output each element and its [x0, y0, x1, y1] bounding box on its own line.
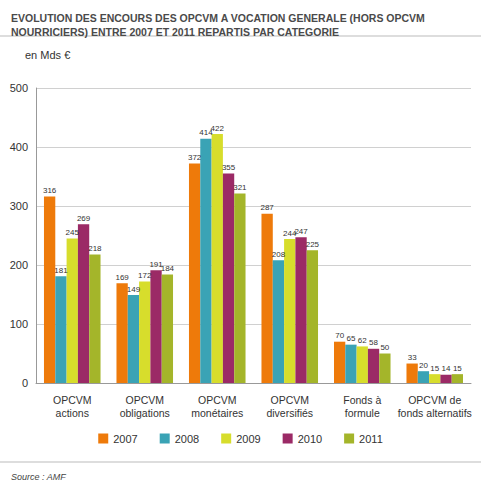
svg-text:OPCVM: OPCVM [125, 394, 164, 406]
svg-text:diversifiés: diversifiés [266, 407, 313, 419]
svg-text:65: 65 [346, 334, 355, 343]
svg-text:169: 169 [115, 273, 129, 282]
svg-text:OPCVM de: OPCVM de [408, 394, 461, 406]
svg-text:NOURRICIERS) ENTRE 2007 ET 201: NOURRICIERS) ENTRE 2007 ET 2011 REPARTIS… [11, 26, 339, 38]
svg-text:15: 15 [430, 364, 439, 373]
svg-text:191: 191 [149, 259, 163, 269]
svg-text:0: 0 [22, 377, 28, 389]
svg-text:245: 245 [66, 228, 80, 237]
svg-text:2011: 2011 [359, 433, 383, 445]
svg-text:50: 50 [380, 343, 389, 352]
svg-text:20: 20 [419, 361, 428, 370]
svg-text:en Mds €: en Mds € [25, 49, 70, 61]
svg-text:formule: formule [345, 407, 380, 419]
svg-text:172: 172 [138, 271, 152, 280]
svg-text:2009: 2009 [236, 433, 260, 445]
svg-text:15: 15 [453, 364, 462, 373]
svg-text:2010: 2010 [298, 433, 322, 445]
svg-text:287: 287 [260, 203, 274, 212]
svg-text:218: 218 [88, 244, 102, 253]
svg-text:OPCVM: OPCVM [198, 394, 237, 406]
svg-text:Source : AMF: Source : AMF [11, 472, 66, 482]
svg-text:414: 414 [199, 128, 213, 138]
svg-text:149: 149 [127, 285, 141, 294]
svg-text:EVOLUTION DES ENCOURS DES OPCV: EVOLUTION DES ENCOURS DES OPCVM A VOCATI… [11, 12, 425, 24]
svg-text:33: 33 [408, 353, 417, 362]
svg-text:500: 500 [10, 82, 28, 94]
svg-text:actions: actions [56, 407, 89, 419]
svg-text:2007: 2007 [113, 433, 137, 445]
svg-text:Fonds à: Fonds à [343, 394, 381, 406]
svg-text:225: 225 [306, 240, 320, 249]
svg-text:400: 400 [10, 141, 28, 153]
svg-text:422: 422 [211, 124, 225, 133]
svg-text:244: 244 [283, 228, 297, 238]
svg-text:321: 321 [233, 183, 247, 192]
svg-text:14: 14 [442, 364, 451, 373]
svg-text:62: 62 [358, 336, 367, 345]
svg-text:OPCVM: OPCVM [270, 394, 309, 406]
svg-text:184: 184 [161, 264, 175, 273]
svg-text:100: 100 [10, 318, 28, 330]
svg-text:OPCVM: OPCVM [53, 394, 92, 406]
svg-text:208: 208 [272, 250, 286, 259]
svg-text:316: 316 [43, 186, 57, 195]
svg-text:70: 70 [335, 331, 344, 340]
svg-text:200: 200 [10, 259, 28, 271]
svg-text:monétaires: monétaires [191, 407, 243, 419]
svg-text:fonds alternatifs: fonds alternatifs [398, 407, 472, 419]
svg-text:300: 300 [10, 200, 28, 212]
svg-text:355: 355 [222, 163, 236, 172]
svg-text:2008: 2008 [175, 433, 199, 445]
svg-text:247: 247 [294, 227, 308, 236]
svg-text:58: 58 [369, 338, 378, 347]
svg-text:372: 372 [188, 153, 202, 162]
svg-text:269: 269 [77, 214, 91, 223]
svg-text:181: 181 [54, 266, 68, 275]
svg-text:obligations: obligations [120, 407, 170, 419]
